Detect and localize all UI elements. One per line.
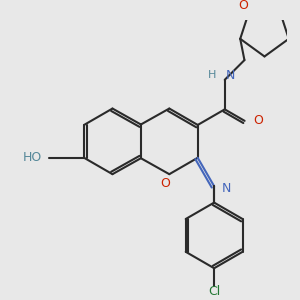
Text: O: O [238,0,248,12]
Text: O: O [254,114,264,127]
Text: N: N [221,182,231,194]
Text: H: H [208,70,217,80]
Text: Cl: Cl [208,285,220,298]
Text: HO: HO [23,151,42,164]
Text: N: N [226,69,235,82]
Text: O: O [160,177,170,190]
